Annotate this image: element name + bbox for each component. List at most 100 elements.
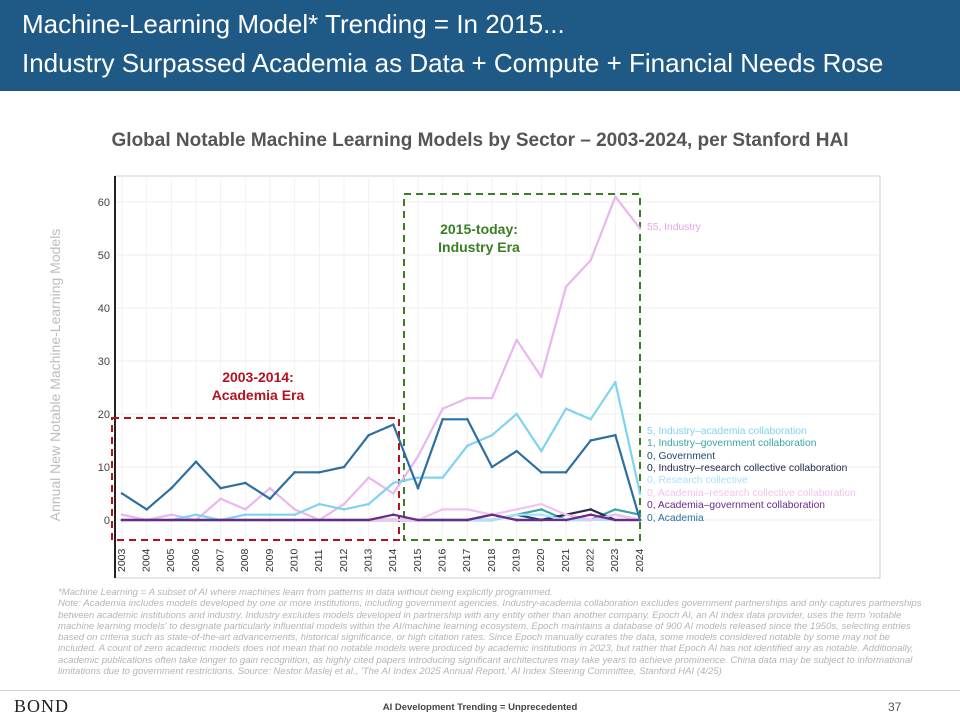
data-point-academia [244,481,247,485]
data-point-academia [318,471,321,474]
y-axis-title: Annual New Notable Machine-Learning Mode… [47,229,63,522]
data-point-industry-academia-collaboration [466,444,469,448]
data-point-academia-research-collective-collaboration [540,502,543,506]
data-point-academia [540,471,543,474]
data-point-academia-government-collaboration [441,518,444,522]
data-point-industry [564,285,568,289]
x-tick-label: 2013 [362,548,374,572]
series-line-academia-government-collaboration [122,513,640,522]
series-line-industry [121,195,641,522]
data-point-academia-government-collaboration [490,513,494,516]
data-point-academia [145,508,148,511]
data-point-academia [466,418,469,421]
data-point-academia [589,439,592,442]
x-tick-label: 2008 [239,548,251,572]
bond-logo: BOND [14,696,70,716]
chart-title: Global Notable Machine Learning Models b… [111,130,849,151]
data-point-industry [441,407,444,411]
data-point-industry [342,502,346,506]
y-tick-label: 40 [98,303,110,315]
data-point-academia [219,486,222,490]
data-point-industry [268,486,272,490]
data-point-academia-government-collaboration [120,518,124,522]
x-tick-label: 2012 [338,548,350,572]
data-point-academia-research-collective-collaboration [515,508,518,511]
data-point-academia [392,423,395,426]
data-point-industry-research-collective-collaboration [589,508,592,511]
data-point-academia-government-collaboration [145,518,148,522]
data-point-industry [170,513,173,516]
series-end-label: 0, Academia [647,513,704,524]
data-point-academia [638,518,642,522]
series-end-label: 1, Industry–government collaboration [647,438,817,449]
data-point-academia-government-collaboration [614,518,617,522]
data-point-industry-academia-collaboration [367,502,370,506]
plot-area [114,175,881,579]
series-end-label: 0, Government [647,451,715,462]
data-point-academia-government-collaboration [515,518,518,522]
academia-era-label-line1: 2003-2014: [222,369,294,385]
data-point-industry [614,195,617,198]
data-point-academia [268,497,272,501]
series-end-label: 0, Industry–research collective collabor… [647,463,848,474]
data-point-industry-academia-collaboration [515,412,518,416]
data-point-academia-research-collective-collaboration [564,513,568,516]
x-tick-label: 2010 [288,548,300,572]
data-point-industry-government-collaboration [540,508,543,511]
footer-caption: AI Development Trending = Unprecedented [382,702,578,713]
series-academia [120,418,642,522]
data-point-industry-academia-collaboration [268,513,272,516]
x-tick-label: 2019 [510,548,522,572]
data-point-research-collective [515,513,518,516]
data-point-academia [170,486,173,490]
page-number: 37 [888,700,902,714]
data-point-industry [540,375,543,379]
y-tick-label: 60 [98,197,110,209]
x-tick-label: 2014 [387,548,399,572]
data-point-academia [367,433,370,437]
slide-title-line1: Machine-Learning Model* Trending = In 20… [22,9,565,39]
data-point-industry [367,476,370,479]
data-point-industry [392,492,395,495]
x-tick-label: 2011 [313,549,325,572]
data-point-academia [293,471,296,474]
data-point-industry [589,259,592,262]
data-point-academia [194,460,198,464]
x-tick-label: 2023 [609,548,621,572]
y-tick-label: 20 [98,409,110,421]
data-point-academia [441,418,444,421]
data-point-industry-academia-collaboration [564,407,568,411]
data-point-industry-government-collaboration [614,508,617,511]
data-point-academia-government-collaboration [170,518,173,522]
data-point-academia-government-collaboration [244,518,247,522]
data-point-academia-government-collaboration [564,518,568,522]
x-tick-label: 2005 [165,548,177,572]
x-tick-label: 2009 [264,548,276,572]
academia-era-box [111,417,400,541]
industry-era-box [403,193,641,541]
y-tick-label: 50 [98,250,110,262]
data-point-industry [515,338,518,342]
data-point-academia-government-collaboration [367,518,370,522]
series-end-label: 0, Academia–research collective collabor… [647,488,856,499]
x-tick-label: 2021 [560,548,572,572]
series-academia-government-collaboration [120,513,642,522]
footnote-note: Note: Academia includes models developed… [58,598,922,678]
footnote-definition: *Machine Learning = A subset of AI where… [58,587,553,598]
data-point-industry-academia-collaboration [293,513,296,516]
data-point-academia [342,465,346,469]
data-point-industry-academia-collaboration [589,418,592,421]
series-line-industry-academia-collaboration [122,381,642,522]
data-point-academia [490,465,494,469]
data-point-industry-academia-collaboration [490,433,494,437]
y-tick-label: 0 [104,515,110,527]
data-point-academia-research-collective-collaboration [441,508,444,511]
data-point-academia-government-collaboration [268,518,272,522]
series-end-label: 0, Academia–government collaboration [647,500,825,511]
data-point-academia-government-collaboration [219,518,222,522]
data-point-academia-government-collaboration [342,518,346,522]
line-chart: 0 10 20 30 40 50 60 2003 2004 2005 2006 2007 2008 200… [47,175,881,579]
data-point-research-collective [490,518,494,522]
data-point-industry-academia-collaboration [416,476,420,479]
data-point-academia-government-collaboration [540,518,543,522]
